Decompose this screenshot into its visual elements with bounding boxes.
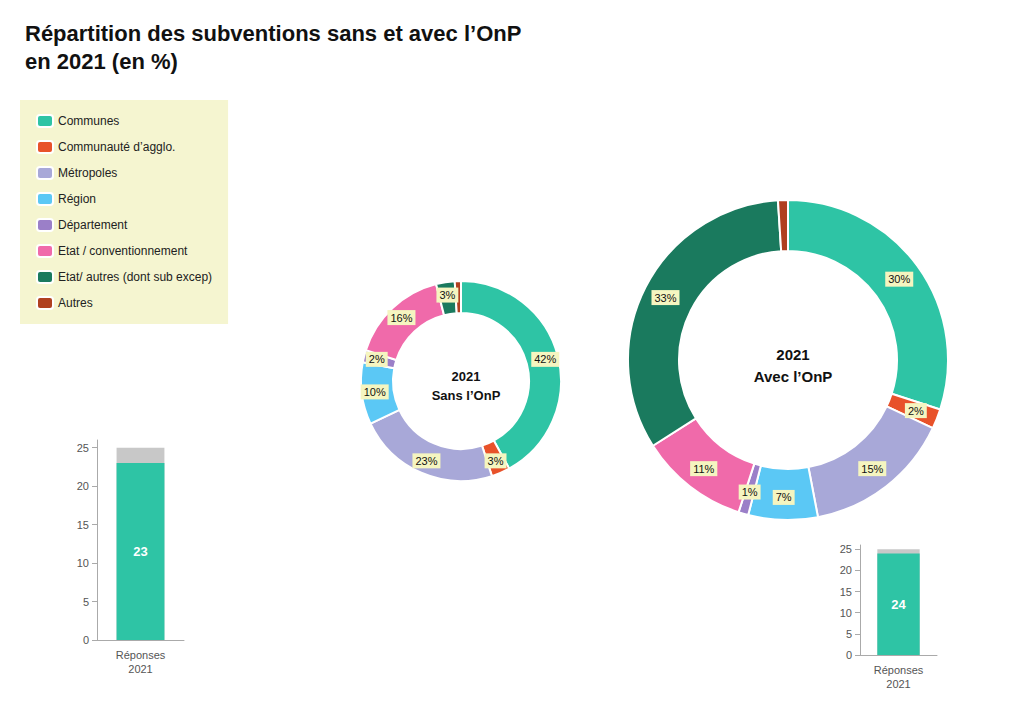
svg-text:2021: 2021: [776, 346, 809, 363]
svg-text:5: 5: [846, 628, 852, 640]
svg-text:2021: 2021: [886, 678, 910, 690]
svg-text:Communes: Communes: [58, 114, 119, 128]
svg-text:10: 10: [77, 557, 89, 569]
svg-text:20: 20: [840, 564, 852, 576]
svg-text:10%: 10%: [364, 386, 386, 398]
svg-text:Réponses: Réponses: [874, 664, 924, 676]
svg-text:25: 25: [77, 442, 89, 454]
svg-text:2021: 2021: [128, 663, 152, 675]
svg-text:42%: 42%: [534, 353, 556, 365]
svg-text:1%: 1%: [742, 486, 758, 498]
svg-text:Département: Département: [58, 218, 128, 232]
svg-text:24: 24: [891, 597, 906, 612]
svg-text:Métropoles: Métropoles: [58, 166, 117, 180]
svg-text:0: 0: [846, 649, 852, 661]
svg-text:23: 23: [133, 544, 147, 559]
svg-text:15: 15: [77, 519, 89, 531]
svg-text:23%: 23%: [415, 455, 437, 467]
svg-text:3%: 3%: [488, 455, 504, 467]
svg-text:3%: 3%: [439, 289, 455, 301]
svg-text:30%: 30%: [888, 273, 910, 285]
svg-text:5: 5: [83, 596, 89, 608]
svg-text:Autres: Autres: [58, 296, 93, 310]
svg-text:Communauté d’agglo.: Communauté d’agglo.: [58, 140, 175, 154]
svg-text:15%: 15%: [861, 463, 883, 475]
svg-text:0: 0: [83, 634, 89, 646]
svg-text:10: 10: [840, 607, 852, 619]
svg-text:25: 25: [840, 543, 852, 555]
svg-text:2%: 2%: [369, 353, 385, 365]
svg-text:Avec l’OnP: Avec l’OnP: [754, 368, 833, 385]
svg-text:15: 15: [840, 586, 852, 598]
svg-text:en 2021 (en %): en 2021 (en %): [25, 49, 178, 74]
svg-text:33%: 33%: [654, 292, 676, 304]
svg-text:2%: 2%: [908, 405, 924, 417]
svg-text:11%: 11%: [693, 463, 714, 475]
svg-text:2021: 2021: [452, 369, 481, 384]
svg-text:7%: 7%: [776, 491, 792, 503]
svg-text:Sans l’OnP: Sans l’OnP: [432, 388, 501, 403]
svg-text:16%: 16%: [390, 312, 412, 324]
svg-text:Etat / conventionnement: Etat / conventionnement: [58, 244, 188, 258]
svg-text:20: 20: [77, 480, 89, 492]
svg-text:Réponses: Réponses: [116, 649, 166, 661]
svg-text:Etat/ autres (dont sub excep): Etat/ autres (dont sub excep): [58, 270, 212, 284]
svg-text:Répartition des subventions sa: Répartition des subventions sans et avec…: [25, 21, 521, 46]
svg-text:Région: Région: [58, 192, 96, 206]
